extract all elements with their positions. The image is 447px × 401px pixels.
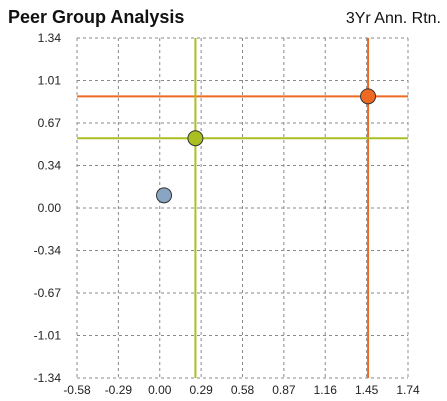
x-tick-label: -0.58 [63, 383, 91, 397]
x-tick-label: 1.74 [396, 383, 420, 397]
y-tick-label: 1.01 [38, 74, 62, 88]
data-point-0 [360, 88, 377, 105]
y-tick-label: -0.67 [34, 286, 62, 300]
x-tick-label: 0.29 [189, 383, 213, 397]
x-tick-label: 0.00 [148, 383, 172, 397]
x-tick-label: 0.87 [272, 383, 296, 397]
y-tick-labels: 1.34 1.01 0.67 0.34 0.00 -0.34 -0.67 -1.01 -1.34 [34, 31, 62, 385]
y-tick-label: 0.00 [38, 201, 62, 215]
grid-lines [76, 37, 409, 379]
y-tick-label: -0.34 [34, 244, 62, 258]
x-tick-label: 1.45 [355, 383, 379, 397]
data-point-2 [156, 187, 173, 204]
y-tick-label: 0.67 [38, 116, 62, 130]
y-tick-label: -1.01 [34, 329, 62, 343]
x-tick-label: -0.29 [105, 383, 133, 397]
data-points [156, 88, 377, 204]
y-tick-label: -1.34 [34, 371, 62, 385]
x-tick-label: 1.16 [314, 383, 338, 397]
data-point-1 [187, 130, 204, 147]
x-tick-label: 0.58 [231, 383, 255, 397]
y-tick-label: 0.34 [38, 159, 62, 173]
x-tick-labels: -0.58 -0.29 0.00 0.29 0.58 0.87 1.16 1.45 1.74 [63, 383, 420, 397]
chart-title: Peer Group Analysis [8, 7, 184, 27]
y-axis-label: 3Yr Ann. Rtn. [346, 10, 441, 27]
y-tick-label: 1.34 [38, 31, 62, 45]
